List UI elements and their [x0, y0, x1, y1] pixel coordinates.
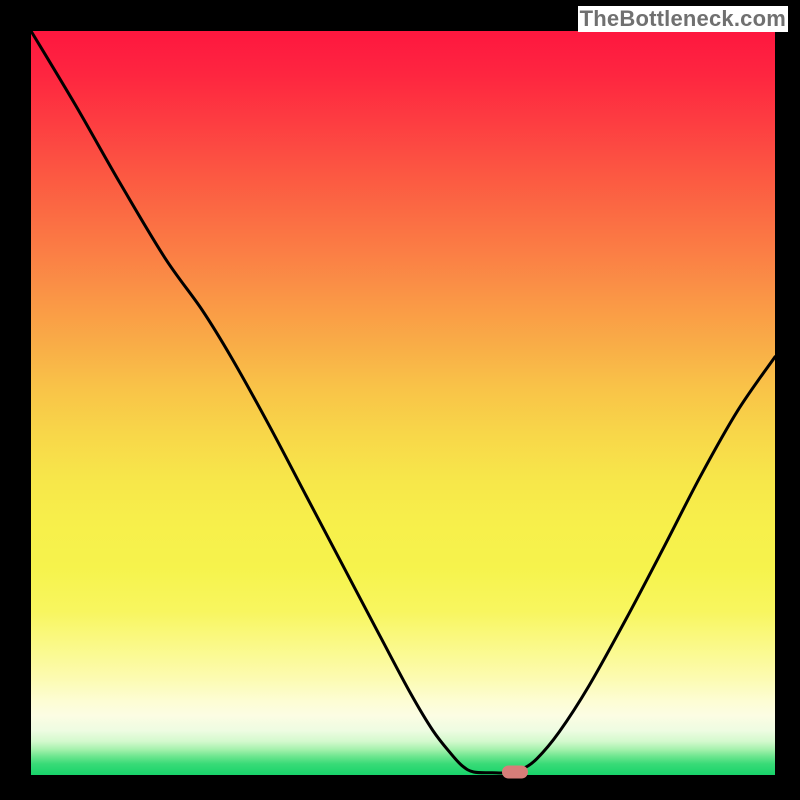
plot-area [31, 31, 775, 775]
gradient-background [31, 31, 775, 775]
watermark-label: TheBottleneck.com [578, 6, 788, 32]
chart-frame: TheBottleneck.com [0, 0, 800, 800]
optimal-marker [502, 766, 528, 779]
